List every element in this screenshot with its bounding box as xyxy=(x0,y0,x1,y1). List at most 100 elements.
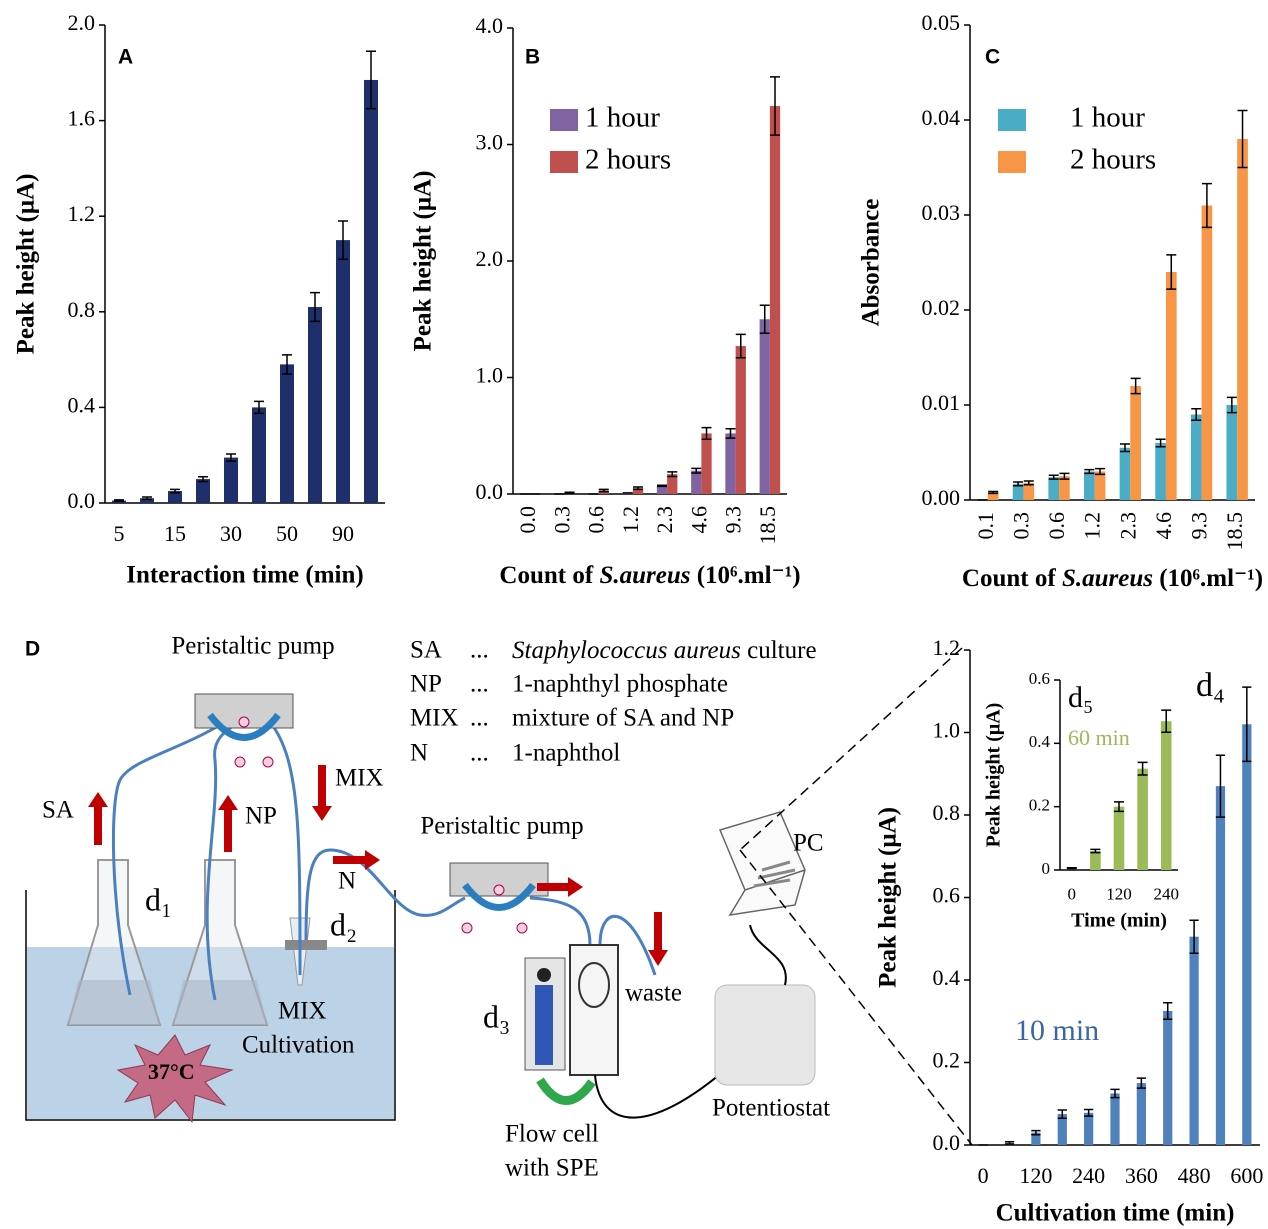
legend-desc: mixture of SA and NP xyxy=(512,705,734,732)
bar xyxy=(1189,936,1199,1145)
heat xyxy=(116,1034,234,1124)
label: waste xyxy=(625,980,682,1007)
bar xyxy=(1163,1010,1173,1145)
label: PC xyxy=(793,830,824,857)
x-tick-label: 1.2 xyxy=(618,506,643,534)
error-bar xyxy=(1189,919,1199,954)
bar xyxy=(280,364,294,503)
panel-label: C xyxy=(985,46,1000,69)
pump-rotor xyxy=(207,712,281,741)
x-tick-label: 30 xyxy=(220,521,242,546)
error-bar xyxy=(1114,801,1124,813)
error-bar xyxy=(1166,254,1177,290)
legend-dots: ... xyxy=(470,671,489,698)
bar xyxy=(336,240,350,503)
bar xyxy=(1130,386,1141,500)
y-axis-label: Absorbance xyxy=(858,199,885,327)
legend-italic: Staphylococcus aureus xyxy=(512,637,741,664)
cable xyxy=(749,924,787,986)
chart: 0 0.2 0.4 0.6 0 120 240 Time (min) Peak height (… xyxy=(983,669,1179,932)
error-bar xyxy=(282,354,292,375)
x-tick-label: 0.6 xyxy=(1044,512,1069,540)
error-bar xyxy=(254,400,264,415)
error-bar xyxy=(701,426,712,440)
x-tick-label: 0 xyxy=(1068,884,1077,903)
error-bar xyxy=(564,491,575,495)
arrow xyxy=(333,850,380,870)
bar xyxy=(735,346,746,494)
bar xyxy=(1165,272,1177,500)
y-axis-label: Peak height (μA) xyxy=(410,171,437,352)
bar xyxy=(701,433,712,494)
error-bar xyxy=(1090,848,1101,854)
label: N xyxy=(338,868,356,895)
arrow xyxy=(88,792,108,845)
error-bar xyxy=(1023,480,1034,486)
bar xyxy=(224,457,238,503)
bar xyxy=(1190,414,1202,500)
tube xyxy=(205,720,241,1001)
zoom-line xyxy=(739,647,963,851)
arrow xyxy=(537,877,583,897)
bar xyxy=(1094,471,1106,500)
bar xyxy=(252,407,266,503)
bar xyxy=(1090,851,1101,870)
error-bar xyxy=(1084,468,1095,475)
error-bar xyxy=(1119,443,1130,453)
tube xyxy=(598,914,657,976)
error-bar xyxy=(338,220,348,260)
error-bar xyxy=(633,486,644,491)
annotation: 60 min xyxy=(1068,725,1130,750)
chart: 0.0 1.0 2.0 3.0 4.0 0.0 0.3 0.6 1.2 2.3 4.6 9.3 18.5… xyxy=(410,13,801,589)
x-tick-label: 90 xyxy=(332,521,354,546)
x-tick-label: 0.1 xyxy=(973,512,998,540)
label: d₁ xyxy=(145,881,172,917)
bar xyxy=(168,491,182,503)
error-bar xyxy=(770,76,781,136)
x-tick-label: 600 xyxy=(1230,1163,1263,1188)
error-bar xyxy=(1191,408,1202,421)
panel-label: B xyxy=(525,46,540,69)
y-tick-label: 1.6 xyxy=(68,106,96,131)
error-bar xyxy=(1137,761,1148,776)
x-tick-label: 0.0 xyxy=(515,506,540,534)
roller xyxy=(262,756,274,768)
y-tick-label: 0.00 xyxy=(922,485,961,510)
x-tick-label: 9.3 xyxy=(721,506,746,534)
x-tick-label: 0.3 xyxy=(1008,512,1033,540)
bar xyxy=(308,307,322,503)
legend-swatch xyxy=(998,151,1026,173)
label: NP xyxy=(245,803,277,830)
bar xyxy=(691,470,702,494)
bar xyxy=(1084,1112,1094,1145)
x-axis-label: Cultivation time (min) xyxy=(996,1200,1235,1227)
error-bar xyxy=(667,471,678,478)
x-tick-label: 1.2 xyxy=(1080,512,1105,540)
error-bar xyxy=(310,291,320,323)
liquid xyxy=(173,980,267,1025)
arrow xyxy=(648,912,668,966)
y-tick-label: 0.8 xyxy=(68,297,96,322)
laptop xyxy=(718,811,807,916)
error-bar xyxy=(656,484,667,488)
y-tick-label: 0.03 xyxy=(922,200,961,225)
tube xyxy=(529,896,592,946)
error-bar xyxy=(226,453,236,462)
x-tick-label: 0 xyxy=(978,1163,989,1188)
annotation: d₅ xyxy=(1068,681,1093,714)
x-tick-label: 0.3 xyxy=(549,506,574,534)
error-bar xyxy=(1095,467,1106,476)
x-tick-label: 2.3 xyxy=(652,506,677,534)
bar xyxy=(1113,806,1125,870)
error-bar xyxy=(1155,438,1166,448)
bar xyxy=(725,433,736,494)
legend-swatch xyxy=(998,109,1026,131)
x-axis-label-part: (10⁶.ml⁻¹) xyxy=(690,562,800,589)
x-tick-label: 50 xyxy=(276,521,298,546)
x-tick-label: 2.3 xyxy=(1115,512,1140,540)
legend-abbr: MIX xyxy=(410,705,459,732)
legend-abbr: N xyxy=(410,740,428,767)
electrode-strip xyxy=(535,985,553,1065)
x-axis-label: Count of S.aureus (10⁶.ml⁻¹) xyxy=(962,565,1263,592)
label: MIX xyxy=(335,765,384,792)
